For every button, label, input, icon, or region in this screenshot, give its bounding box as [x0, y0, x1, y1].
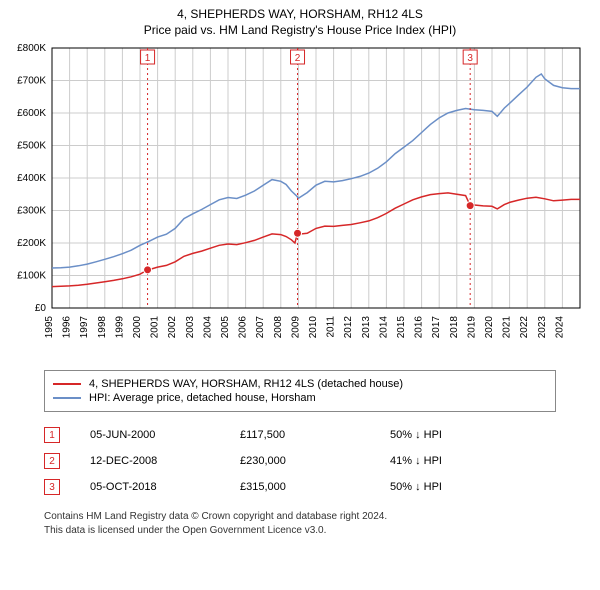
- chart-titles: 4, SHEPHERDS WAY, HORSHAM, RH12 4LS Pric…: [0, 0, 600, 42]
- x-tick-label: 1995: [44, 316, 55, 339]
- x-tick-label: 2016: [414, 316, 425, 339]
- title-address: 4, SHEPHERDS WAY, HORSHAM, RH12 4LS: [0, 6, 600, 22]
- legend-label: HPI: Average price, detached house, Hors…: [89, 392, 316, 404]
- x-tick-label: 1999: [114, 316, 125, 339]
- sale-row: 3 05-OCT-2018 £315,000 50% ↓ HPI: [44, 474, 556, 500]
- legend-row: 4, SHEPHERDS WAY, HORSHAM, RH12 4LS (det…: [53, 377, 547, 391]
- x-tick-label: 1996: [62, 316, 73, 339]
- sales-table: 1 05-JUN-2000 £117,500 50% ↓ HPI 2 12-DE…: [44, 422, 556, 500]
- legend-swatch-hpi: [53, 397, 81, 399]
- y-tick-label: £400K: [17, 173, 46, 184]
- y-tick-label: £700K: [17, 76, 46, 87]
- sale-badge: 3: [44, 479, 60, 495]
- sale-diff: 41% ↓ HPI: [390, 455, 510, 467]
- sale-price: £117,500: [240, 429, 360, 441]
- x-tick-label: 2008: [273, 316, 284, 339]
- x-tick-label: 2018: [449, 316, 460, 339]
- sale-row: 2 12-DEC-2008 £230,000 41% ↓ HPI: [44, 448, 556, 474]
- footer-line: Contains HM Land Registry data © Crown c…: [44, 510, 556, 524]
- x-tick-label: 2000: [132, 316, 143, 339]
- sale-price: £315,000: [240, 481, 360, 493]
- x-tick-label: 2003: [185, 316, 196, 339]
- sale-price: £230,000: [240, 455, 360, 467]
- y-tick-label: £100K: [17, 271, 46, 282]
- x-tick-label: 2013: [361, 316, 372, 339]
- marker-badge-num: 2: [295, 53, 301, 64]
- title-subtitle: Price paid vs. HM Land Registry's House …: [0, 22, 600, 38]
- x-tick-label: 2014: [378, 316, 389, 339]
- legend: 4, SHEPHERDS WAY, HORSHAM, RH12 4LS (det…: [44, 370, 556, 412]
- x-tick-label: 2005: [220, 316, 231, 339]
- x-tick-label: 2011: [326, 316, 337, 338]
- x-tick-label: 1997: [79, 316, 90, 339]
- x-tick-label: 2001: [150, 316, 161, 339]
- marker-badge-num: 3: [467, 53, 473, 64]
- x-tick-label: 2019: [466, 316, 477, 339]
- footer: Contains HM Land Registry data © Crown c…: [44, 510, 556, 537]
- x-tick-label: 2017: [431, 316, 442, 339]
- sale-diff: 50% ↓ HPI: [390, 481, 510, 493]
- y-tick-label: £0: [35, 303, 47, 314]
- sale-badge: 2: [44, 453, 60, 469]
- x-tick-label: 2020: [484, 316, 495, 339]
- x-tick-label: 2007: [255, 316, 266, 339]
- plot-area: £0 £100K £200K £300K £400K £500K £600K £700K £80…: [0, 42, 600, 362]
- marker-dot: [466, 202, 474, 210]
- sale-row: 1 05-JUN-2000 £117,500 50% ↓ HPI: [44, 422, 556, 448]
- sale-date: 05-JUN-2000: [90, 429, 210, 441]
- x-tick-label: 2006: [238, 316, 249, 339]
- x-tick-label: 2021: [502, 316, 513, 339]
- footer-line: This data is licensed under the Open Gov…: [44, 524, 556, 538]
- x-tick-label: 2004: [202, 316, 213, 339]
- x-tick-label: 1998: [97, 316, 108, 339]
- y-tick-label: £600K: [17, 108, 46, 119]
- y-tick-label: £800K: [17, 43, 46, 54]
- marker-badge-num: 1: [145, 53, 151, 64]
- marker-dot: [144, 266, 152, 274]
- y-tick-label: £500K: [17, 141, 46, 152]
- x-tick-label: 2023: [537, 316, 548, 339]
- x-tick-label: 2015: [396, 316, 407, 339]
- sale-diff: 50% ↓ HPI: [390, 429, 510, 441]
- x-tick-label: 2024: [554, 316, 565, 339]
- legend-row: HPI: Average price, detached house, Hors…: [53, 391, 547, 405]
- x-tick-label: 2012: [343, 316, 354, 339]
- legend-swatch-paid: [53, 383, 81, 385]
- marker-dot: [294, 230, 302, 238]
- x-tick-label: 2010: [308, 316, 319, 339]
- x-tick-label: 2009: [290, 316, 301, 339]
- y-tick-label: £300K: [17, 206, 46, 217]
- sale-date: 12-DEC-2008: [90, 455, 210, 467]
- y-tick-label: £200K: [17, 238, 46, 249]
- x-tick-label: 2002: [167, 316, 178, 339]
- x-tick-label: 2022: [519, 316, 530, 339]
- plot-svg: £0 £100K £200K £300K £400K £500K £600K £700K £80…: [0, 42, 600, 362]
- sale-badge: 1: [44, 427, 60, 443]
- legend-label: 4, SHEPHERDS WAY, HORSHAM, RH12 4LS (det…: [89, 378, 403, 390]
- chart-container: 4, SHEPHERDS WAY, HORSHAM, RH12 4LS Pric…: [0, 0, 600, 537]
- sale-date: 05-OCT-2018: [90, 481, 210, 493]
